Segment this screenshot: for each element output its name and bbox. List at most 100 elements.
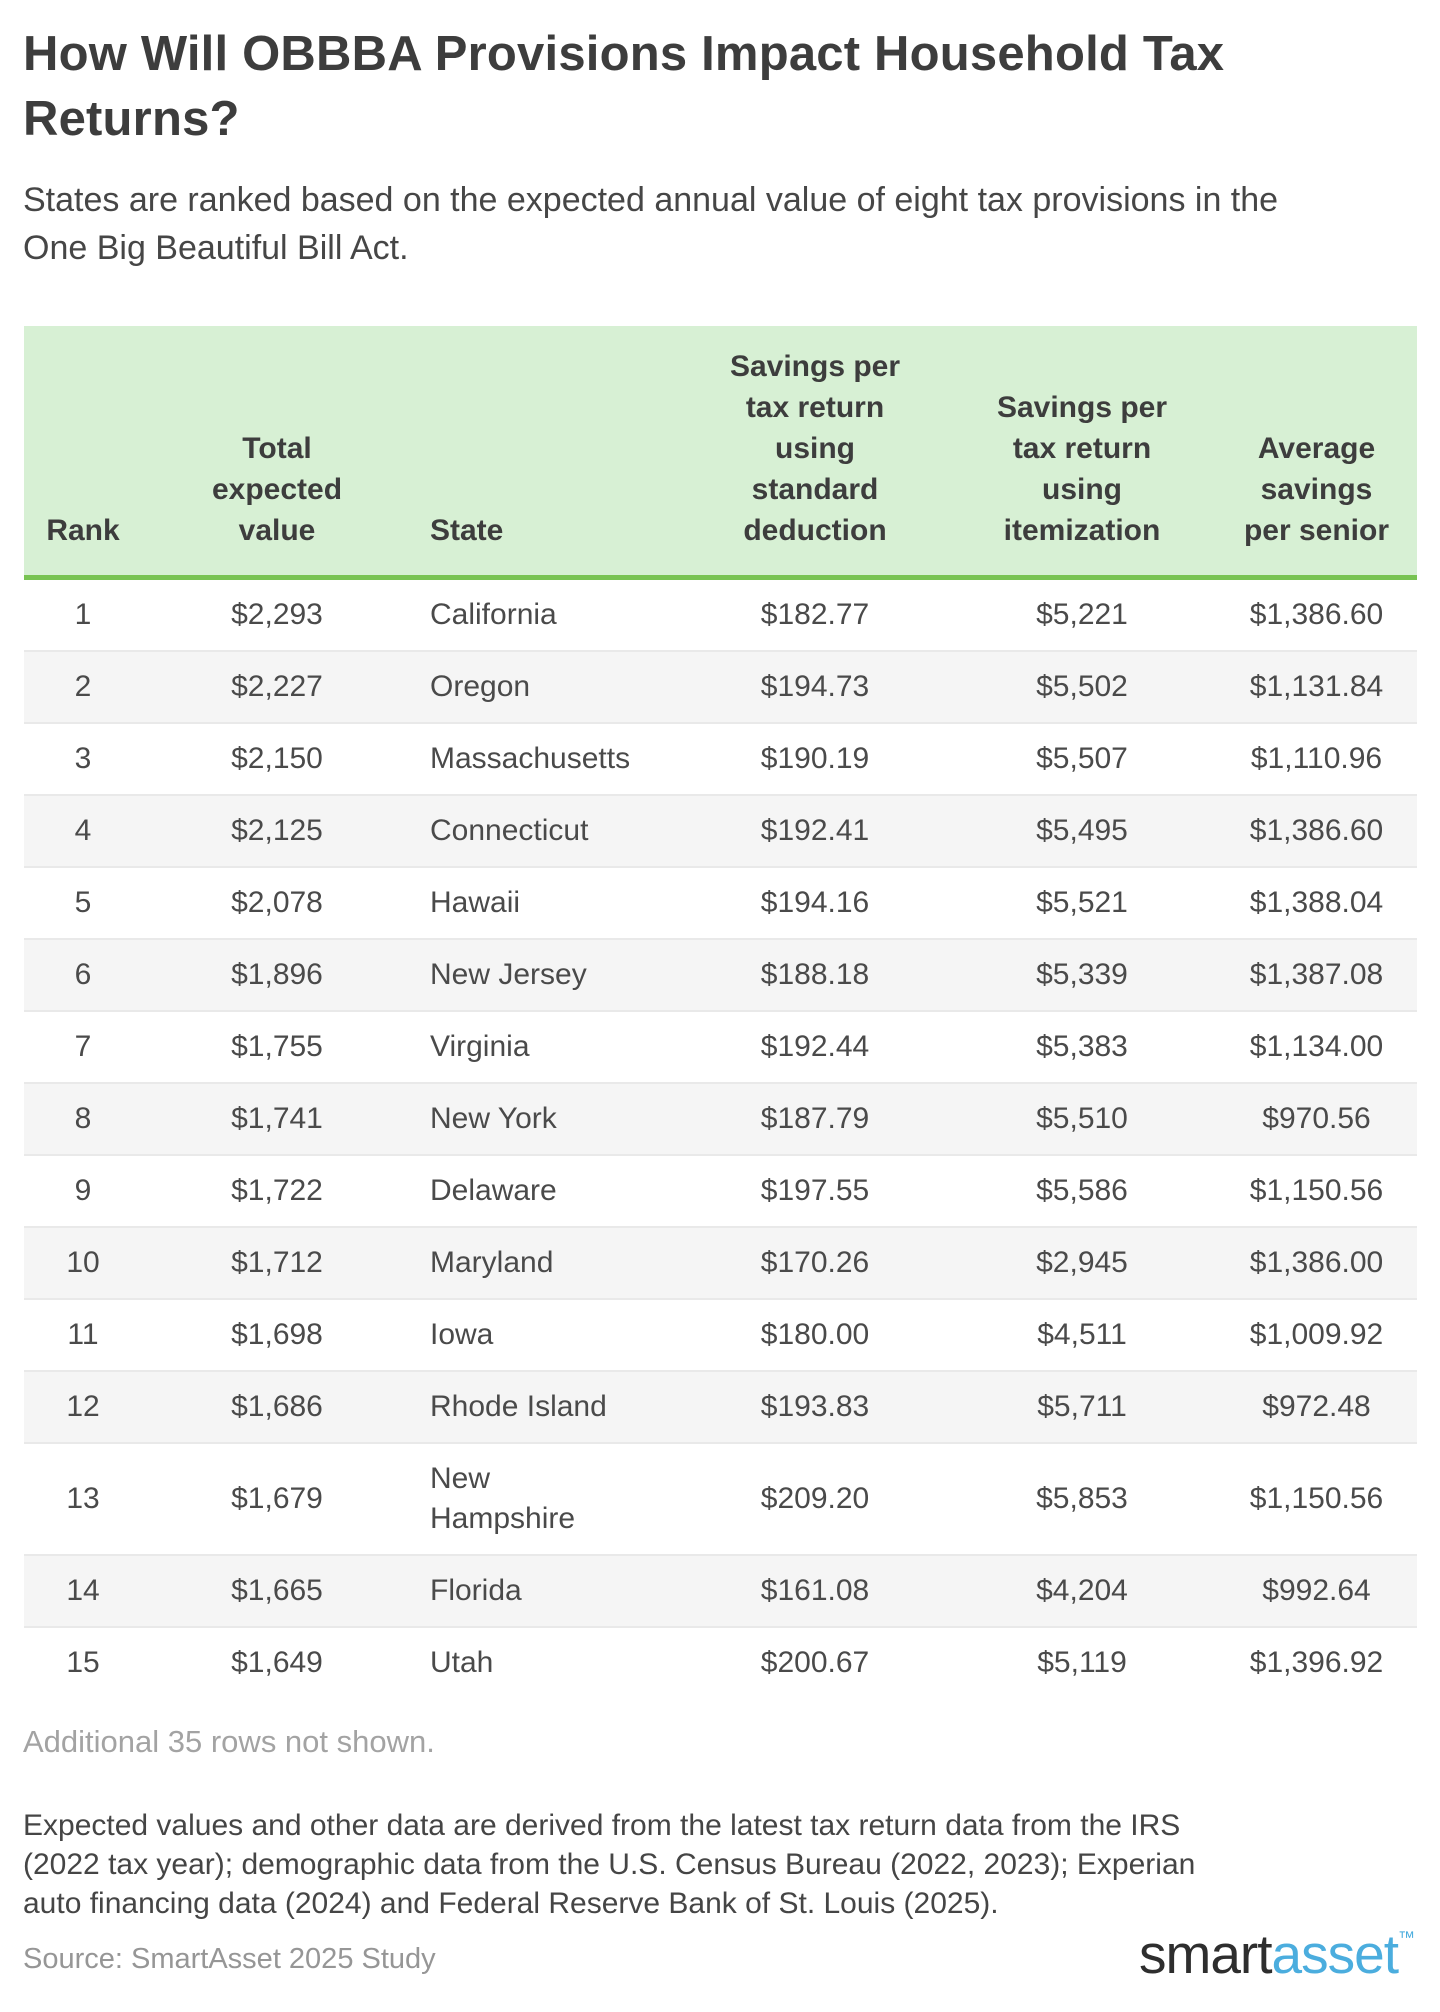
savings-standard-cell: $190.19	[682, 722, 948, 795]
state-cell: Connecticut	[412, 794, 682, 867]
avg-savings-senior-cell: $1,131.84	[1216, 650, 1417, 723]
avg-savings-senior-cell: $1,009.92	[1216, 1298, 1417, 1371]
total-expected-value-cell: $2,293	[231, 598, 323, 631]
page-subtitle: States are ranked based on the expected …	[23, 181, 1279, 267]
total-expected-value-cell: $1,712	[142, 1226, 412, 1299]
avg-savings-senior-cell: $1,150.56	[1216, 1442, 1417, 1555]
savings-itemization-cell: $5,711	[948, 1370, 1216, 1443]
table-row: 12 $1,686 Rhode Island $193.83 $5,711 $9…	[24, 1370, 1417, 1443]
savings-standard-cell: $161.08	[682, 1554, 948, 1627]
total-expected-value-cell: $1,896	[142, 938, 412, 1011]
smartasset-logo: smartasset™	[1139, 1927, 1417, 1982]
savings-itemization-cell: $2,945	[948, 1226, 1216, 1299]
state-cell: New Hampshire	[412, 1442, 682, 1555]
total-expected-value-cell: $1,665	[142, 1554, 412, 1627]
rank-cell: 13	[24, 1442, 142, 1555]
total-expected-value-cell: $2,227	[142, 650, 412, 723]
state-cell: New Jersey	[412, 938, 682, 1011]
savings-standard-cell: $193.83	[682, 1370, 948, 1443]
logo-trademark-icon: ™	[1398, 1928, 1415, 1947]
table-body: 1 $2,293 California $182.77 $5,221 $1,38…	[24, 578, 1417, 1698]
savings-standard-cell: $200.67	[682, 1626, 948, 1698]
savings-standard-cell: $197.55	[682, 1154, 948, 1227]
rank-cell: 8	[24, 1082, 142, 1155]
avg-savings-senior-cell: $992.64	[1216, 1554, 1417, 1627]
avg-savings-senior-cell: $1,386.00	[1216, 1226, 1417, 1299]
additional-rows-note: Additional 35 rows not shown.	[23, 1724, 435, 1759]
table-row: 7 $1,755 Virginia $192.44 $5,383 $1,134.…	[24, 1010, 1417, 1083]
rank-cell: 12	[24, 1370, 142, 1443]
total-expected-value-cell: $2,150	[142, 722, 412, 795]
table-row: 1 $2,293 California $182.77 $5,221 $1,38…	[24, 578, 1417, 652]
rank-cell: 7	[24, 1010, 142, 1083]
total-expected-value-cell: $1,649	[142, 1626, 412, 1698]
avg-savings-senior-cell: $1,386.60	[1249, 598, 1384, 631]
total-expected-value-cell: $1,755	[142, 1010, 412, 1083]
total-expected-value-cell: $1,686	[142, 1370, 412, 1443]
table-row: 5 $2,078 Hawaii $194.16 $5,521 $1,388.04	[24, 866, 1417, 939]
savings-standard-cell: $194.16	[682, 866, 948, 939]
savings-standard-cell: $170.26	[682, 1226, 948, 1299]
total-expected-value-cell: $1,722	[142, 1154, 412, 1227]
avg-savings-senior-cell: $1,388.04	[1216, 866, 1417, 939]
state-cell: Oregon	[412, 650, 682, 723]
savings-standard-cell: $192.41	[682, 794, 948, 867]
avg-savings-senior-cell: $970.56	[1216, 1082, 1417, 1155]
rank-cell: 11	[24, 1298, 142, 1371]
rank-cell: 10	[24, 1226, 142, 1299]
savings-itemization-cell: $5,521	[948, 866, 1216, 939]
avg-savings-senior-cell: $1,134.00	[1216, 1010, 1417, 1083]
avg-savings-senior-cell: $1,386.60	[1216, 794, 1417, 867]
state-cell: Massachusetts	[412, 722, 682, 795]
page-title: How Will OBBBA Provisions Impact Househo…	[23, 27, 1225, 146]
tax-rankings-table: Rank Total expected value State Savings …	[24, 326, 1417, 1698]
methodology-note: Expected values and other data are deriv…	[23, 1809, 1196, 1920]
total-expected-value-cell: $2,125	[142, 794, 412, 867]
column-header-savings-standard: Savings per tax return using standard de…	[682, 326, 948, 580]
avg-savings-senior-cell: $1,110.96	[1216, 722, 1417, 795]
savings-standard-cell: $209.20	[682, 1442, 948, 1555]
table-row: 13 $1,679 New Hampshire $209.20 $5,853 $…	[24, 1442, 1417, 1555]
rank-cell: 9	[24, 1154, 142, 1227]
state-cell: Iowa	[412, 1298, 682, 1371]
rank-cell: 2	[24, 650, 142, 723]
rank-cell: 3	[24, 722, 142, 795]
rank-cell: 1	[74, 598, 92, 631]
savings-itemization-cell: $5,383	[948, 1010, 1216, 1083]
total-expected-value-cell: $1,679	[142, 1442, 412, 1555]
rank-cell: 5	[24, 866, 142, 939]
rank-cell: 14	[24, 1554, 142, 1627]
table-header: Rank Total expected value State Savings …	[24, 326, 1417, 580]
savings-itemization-cell: $4,204	[948, 1554, 1216, 1627]
savings-itemization-cell: $5,853	[948, 1442, 1216, 1555]
table-row: 4 $2,125 Connecticut $192.41 $5,495 $1,3…	[24, 794, 1417, 867]
logo-text-smart: smart	[1139, 1923, 1272, 1985]
state-cell: Rhode Island	[412, 1370, 682, 1443]
rank-cell: 6	[24, 938, 142, 1011]
avg-savings-senior-cell: $1,387.08	[1216, 938, 1417, 1011]
logo-text-asset: asset	[1271, 1923, 1399, 1985]
table-row: 8 $1,741 New York $187.79 $5,510 $970.56	[24, 1082, 1417, 1155]
savings-standard-cell: $192.44	[682, 1010, 948, 1083]
savings-itemization-cell: $4,511	[948, 1298, 1216, 1371]
savings-standard-cell: $187.79	[682, 1082, 948, 1155]
savings-itemization-cell: $5,586	[948, 1154, 1216, 1227]
total-expected-value-cell: $2,078	[142, 866, 412, 939]
avg-savings-senior-cell: $1,396.92	[1216, 1626, 1417, 1698]
avg-savings-senior-cell: $1,150.56	[1216, 1154, 1417, 1227]
table-header-row: Rank Total expected value State Savings …	[24, 326, 1417, 580]
table-row: 15 $1,649 Utah $200.67 $5,119 $1,396.92	[24, 1626, 1417, 1698]
column-header-rank: Rank	[24, 326, 142, 580]
column-header-avg-savings-senior: Average savings per senior	[1216, 326, 1417, 580]
table-row: 11 $1,698 Iowa $180.00 $4,511 $1,009.92	[24, 1298, 1417, 1371]
savings-itemization-cell: $5,221	[1036, 598, 1128, 631]
state-cell: Delaware	[412, 1154, 682, 1227]
table-row: 10 $1,712 Maryland $170.26 $2,945 $1,386…	[24, 1226, 1417, 1299]
savings-standard-cell: $180.00	[682, 1298, 948, 1371]
avg-savings-senior-cell: $972.48	[1216, 1370, 1417, 1443]
column-header-total-expected-value: Total expected value	[142, 326, 412, 580]
state-cell: Virginia	[412, 1010, 682, 1083]
rank-cell: 15	[24, 1626, 142, 1698]
infographic-page: How Will OBBBA Provisions Impact Househo…	[23, 22, 1417, 1982]
savings-standard-cell: $194.73	[682, 650, 948, 723]
